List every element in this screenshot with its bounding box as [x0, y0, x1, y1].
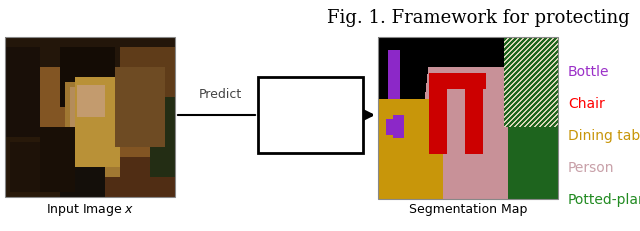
Bar [258, 78, 363, 153]
Text: Input Image $x$: Input Image $x$ [46, 201, 134, 217]
Text: Person: Person [568, 160, 614, 174]
Text: Predict: Predict [198, 88, 242, 101]
Text: Dining table: Dining table [568, 128, 640, 142]
Text: Chair: Chair [568, 97, 605, 110]
Bar [378, 38, 558, 199]
Bar [5, 38, 175, 197]
Text: Potted-plant: Potted-plant [568, 192, 640, 206]
Text: Bottle: Bottle [568, 65, 609, 79]
Text: Fig. 1. Framework for protecting: Fig. 1. Framework for protecting [327, 9, 630, 27]
Text: Segmentation Map: Segmentation Map [409, 203, 527, 216]
Text: Model: Model [287, 108, 333, 123]
